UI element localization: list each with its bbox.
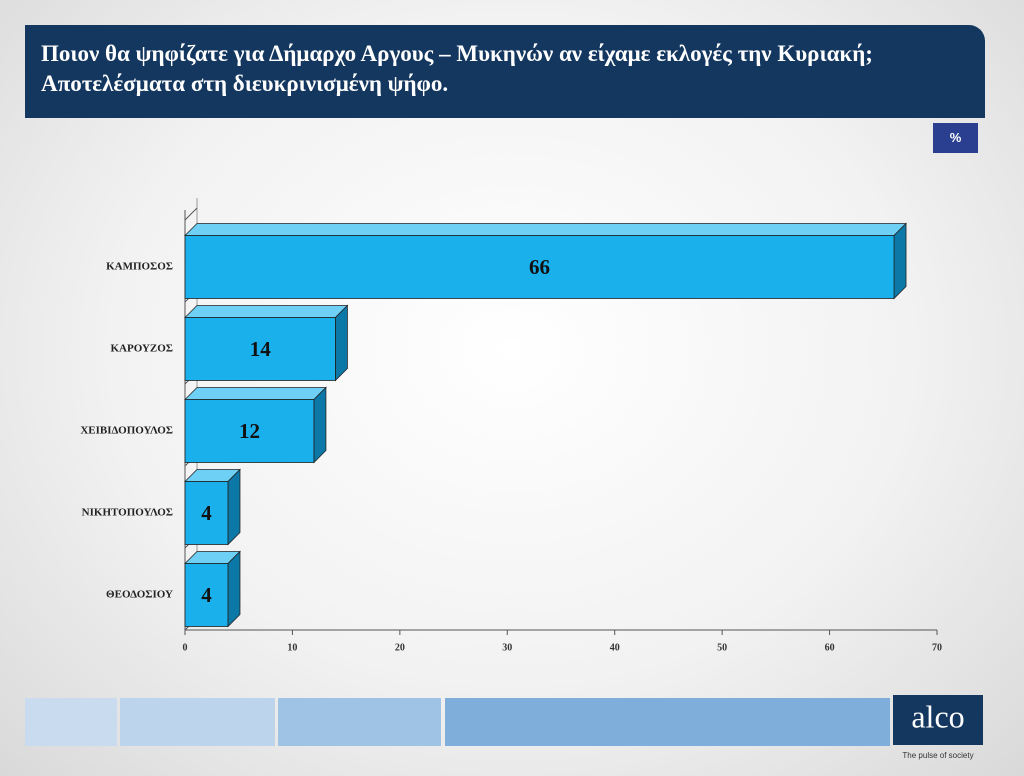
category-label: ΧΕΙΒΙΔΟΠΟΥΛΟΣ: [80, 425, 173, 437]
bar-top: [184, 387, 327, 400]
bar-side: [227, 550, 241, 628]
bar: [184, 399, 315, 463]
footer-strip: [445, 698, 890, 746]
bar-top: [184, 223, 907, 236]
x-tick-label: 0: [183, 642, 188, 653]
footer-strip: [25, 698, 117, 746]
x-tick-label: 30: [502, 642, 512, 653]
logo-box: [893, 695, 983, 745]
x-tick-label: 10: [287, 642, 297, 653]
value-label: 4: [201, 501, 212, 525]
unit-badge: %: [933, 123, 978, 153]
value-label: 4: [201, 583, 212, 607]
x-tick-label: 60: [825, 642, 835, 653]
category-label: ΝΙΚΗΤΟΠΟΥΛΟΣ: [82, 507, 173, 519]
value-label: 14: [250, 337, 272, 361]
bar-side: [334, 304, 348, 382]
category-label: ΚΑΜΠΟΣΟΣ: [106, 261, 173, 273]
bar: [184, 563, 229, 627]
bar: [184, 235, 895, 299]
bar-top: [184, 305, 349, 318]
bar-side: [227, 468, 241, 546]
y-axis-notch: [184, 207, 198, 221]
logo-name: alco: [911, 698, 964, 734]
bar: [184, 481, 229, 545]
x-tick-label: 50: [717, 642, 727, 653]
category-label: ΚΑΡΟΥΖΟΣ: [110, 343, 173, 355]
bar-side: [893, 222, 907, 300]
bar: [184, 317, 336, 381]
chart-title: Ποιον θα ψηφίζατε για Δήμαρχο Αργους – Μ…: [25, 25, 985, 118]
footer-strip: [120, 698, 275, 746]
value-label: 66: [529, 255, 550, 279]
footer-strip: [278, 698, 441, 746]
x-tick-label: 20: [395, 642, 405, 653]
x-tick-label: 40: [610, 642, 620, 653]
bar-side: [313, 386, 327, 464]
logo-tagline: The pulse of society: [902, 751, 973, 760]
value-label: 12: [239, 419, 260, 443]
category-label: ΘΕΟΔΟΣΙΟΥ: [106, 589, 173, 601]
x-tick-label: 70: [932, 642, 942, 653]
